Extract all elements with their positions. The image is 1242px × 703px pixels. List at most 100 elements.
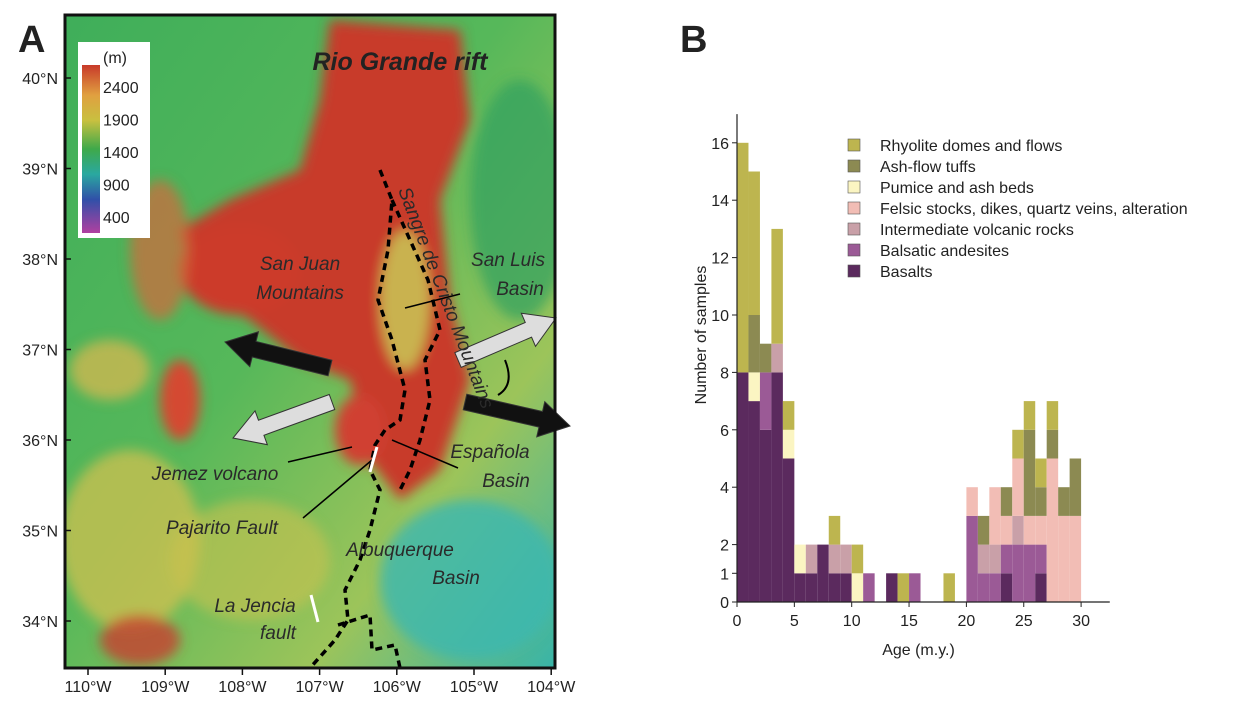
- bar: [1023, 544, 1036, 602]
- bar: [794, 544, 806, 574]
- legend-label: Balsatic andesites: [880, 243, 1009, 260]
- bar: [840, 544, 852, 574]
- map-label: Basin: [496, 279, 544, 300]
- bar: [989, 573, 1001, 602]
- map-label: Jemez volcano: [151, 464, 279, 485]
- bar: [748, 401, 760, 602]
- lon-label: 110°W: [64, 679, 112, 696]
- legend-label: Basalts: [880, 264, 932, 281]
- legend-label: 900: [103, 178, 130, 195]
- bar: [989, 487, 1001, 545]
- bar: [1035, 573, 1047, 602]
- bar: [989, 544, 1001, 574]
- legend-swatch: [847, 222, 861, 236]
- bar: [977, 544, 990, 574]
- bar: [1046, 458, 1059, 602]
- map-relief: [65, 15, 555, 668]
- legend-swatch: [847, 159, 861, 173]
- bar: [748, 171, 760, 315]
- bar: [1035, 515, 1047, 545]
- legend-label: Intermediate volcanic rocks: [880, 222, 1074, 239]
- legend-label: Ash-flow tuffs: [880, 159, 976, 176]
- legend-label: 1400: [103, 145, 139, 162]
- bar: [1035, 458, 1047, 488]
- bar: [782, 401, 795, 430]
- bar: [771, 372, 783, 602]
- x-tick-label: 5: [790, 613, 799, 630]
- bar: [737, 142, 749, 373]
- map-label: San Luis: [471, 250, 545, 271]
- bar: [805, 573, 818, 602]
- x-tick-label: 25: [1015, 613, 1033, 630]
- lat-label: 34°N: [22, 614, 58, 631]
- lon-label: 106°W: [373, 679, 422, 696]
- bar: [1000, 515, 1013, 545]
- arrow: [462, 393, 571, 438]
- bar: [1000, 573, 1013, 602]
- x-tick-label: 15: [900, 613, 918, 630]
- map-label: Española: [450, 442, 529, 463]
- bar: [737, 372, 749, 602]
- legend-label: 400: [103, 210, 130, 227]
- bar: [966, 515, 978, 602]
- lat-label: 35°N: [22, 524, 58, 541]
- bar: [1046, 401, 1059, 430]
- x-axis-label: Age (m.y.): [882, 642, 955, 659]
- bar: [828, 544, 841, 574]
- legend-label: 2400: [103, 80, 139, 97]
- map-label: Mountains: [256, 283, 344, 304]
- bar: [1000, 487, 1013, 516]
- bar: [748, 315, 760, 373]
- map-label: Basin: [432, 568, 480, 589]
- map-label: Pajarito Fault: [166, 518, 279, 539]
- legend-label: Felsic stocks, dikes, quartz veins, alte…: [880, 201, 1188, 218]
- y-tick-label: 10: [711, 308, 729, 325]
- y-tick-label: 4: [720, 480, 729, 497]
- bar: [771, 343, 783, 373]
- bar: [863, 573, 875, 602]
- x-tick-label: 30: [1072, 613, 1090, 630]
- bar: [1035, 487, 1047, 516]
- bar: [1069, 515, 1082, 602]
- x-tick-label: 20: [958, 613, 976, 630]
- legend-swatch: [847, 201, 861, 215]
- bar: [977, 515, 990, 545]
- legend-swatch: [847, 243, 861, 257]
- x-tick-label: 10: [843, 613, 861, 630]
- y-axis-label: Number of samples: [693, 266, 710, 405]
- y-tick-label: 6: [720, 423, 729, 440]
- y-tick-label: 14: [711, 193, 729, 210]
- bar: [943, 573, 955, 602]
- bar: [1023, 401, 1036, 430]
- bar: [886, 573, 898, 602]
- map-label: Basin: [482, 471, 530, 492]
- bar: [1069, 458, 1082, 516]
- bar: [897, 573, 910, 602]
- lat-label: 38°N: [22, 252, 58, 269]
- lon-label: 109°W: [141, 679, 190, 696]
- bar: [851, 544, 864, 574]
- map-label: La Jencia: [214, 596, 295, 617]
- bar: [1012, 458, 1024, 516]
- bar: [782, 429, 795, 459]
- arrow: [232, 393, 336, 446]
- y-tick-label: 16: [711, 136, 729, 153]
- bar: [748, 372, 760, 402]
- bar: [1035, 544, 1047, 574]
- bar: [759, 372, 772, 430]
- bar: [782, 458, 795, 602]
- bar: [1012, 429, 1024, 459]
- legend-title: (m): [103, 50, 127, 67]
- panel-label: B: [680, 19, 707, 61]
- arrows: [224, 312, 571, 446]
- bar: [1058, 515, 1070, 602]
- bar: [909, 573, 921, 602]
- map-frame: [63, 13, 557, 670]
- lon-label: 105°W: [450, 679, 499, 696]
- lat-label: 37°N: [22, 343, 58, 360]
- bar: [977, 573, 990, 602]
- bar: [1058, 487, 1070, 516]
- y-tick-label: 8: [720, 365, 729, 382]
